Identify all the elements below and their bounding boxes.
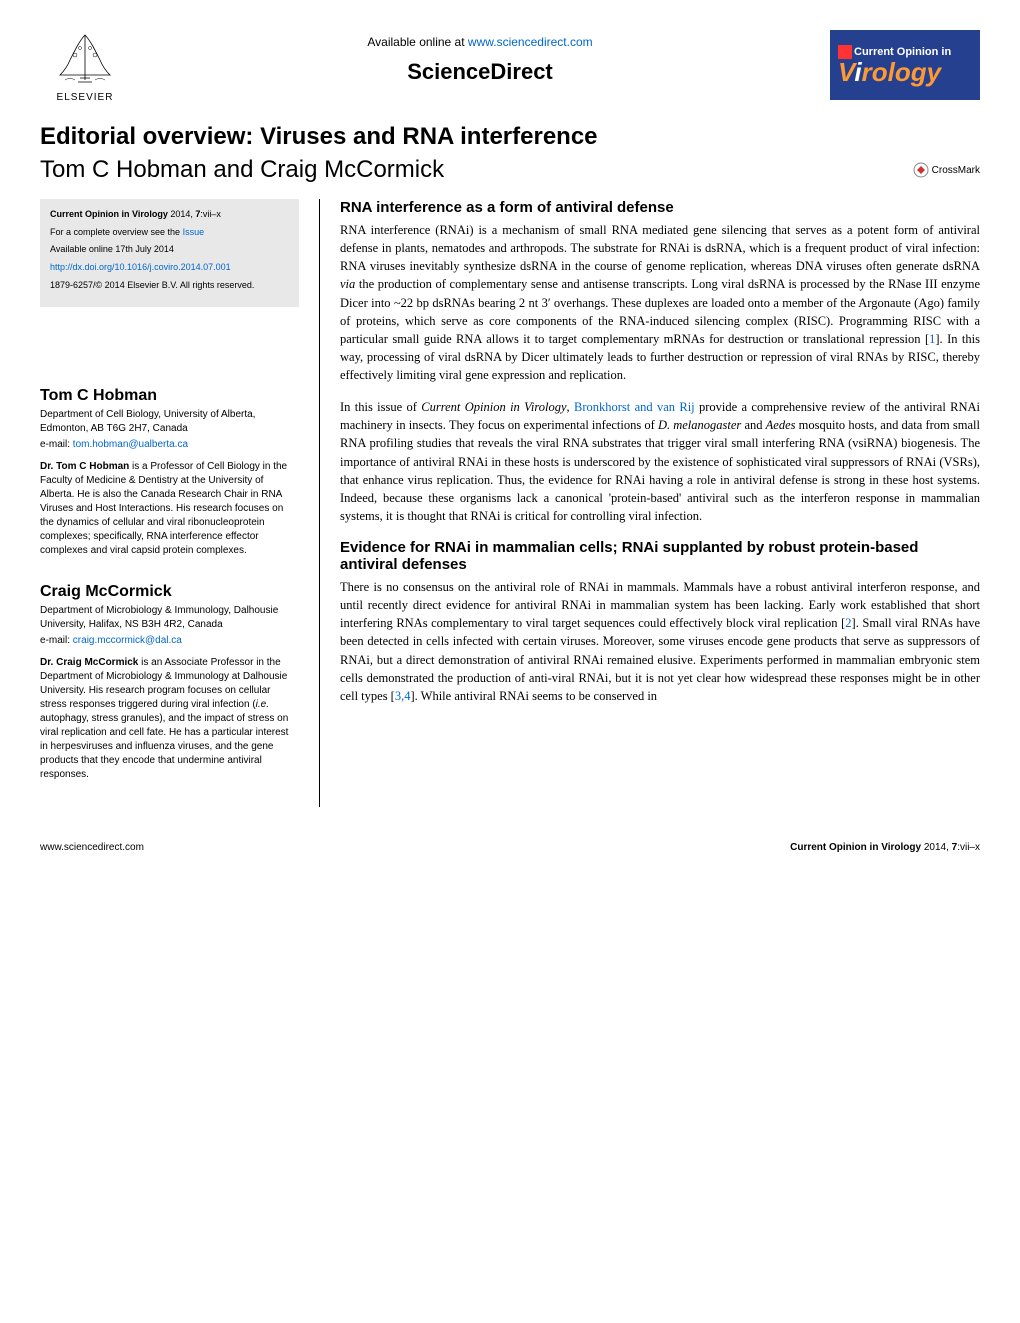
doi-link[interactable]: http://dx.doi.org/10.1016/j.coviro.2014.… bbox=[50, 262, 289, 274]
footer-pages: :vii–x bbox=[957, 842, 980, 853]
badge-v: V bbox=[838, 57, 854, 87]
section1-p1: RNA interference (RNAi) is a mechanism o… bbox=[340, 221, 980, 384]
ref-1[interactable]: 1 bbox=[929, 332, 935, 346]
author2-affil: Department of Microbiology & Immunology,… bbox=[40, 604, 299, 632]
author2-block: Craig McCormick Department of Microbiolo… bbox=[40, 583, 299, 782]
author1-block: Tom C Hobman Department of Cell Biology,… bbox=[40, 387, 299, 558]
meta-box: Current Opinion in Virology 2014, 7:vii–… bbox=[40, 199, 299, 307]
elsevier-tree-icon bbox=[50, 30, 120, 90]
issue-link[interactable]: Issue bbox=[183, 227, 205, 237]
journal-ref: Current Opinion in Virology bbox=[50, 209, 168, 219]
available-line: Available online 17th July 2014 bbox=[50, 244, 289, 256]
available-label: Available online at bbox=[367, 35, 468, 49]
crossmark-badge[interactable]: CrossMark bbox=[913, 162, 980, 178]
author2-bio: Dr. Craig McCormick is an Associate Prof… bbox=[40, 656, 299, 782]
crossmark-label: CrossMark bbox=[932, 165, 980, 176]
right-column: RNA interference as a form of antiviral … bbox=[320, 199, 980, 807]
s1p2a: In this issue of bbox=[340, 400, 421, 414]
author1-name: Tom C Hobman bbox=[40, 387, 299, 405]
badge-main-text: Virology bbox=[838, 59, 972, 85]
section1-p2: In this issue of Current Opinion in Viro… bbox=[340, 398, 980, 525]
body-columns: Current Opinion in Virology 2014, 7:vii–… bbox=[40, 199, 980, 807]
section1-heading: RNA interference as a form of antiviral … bbox=[340, 199, 980, 216]
s2p1c: ]. While antiviral RNAi seems to be cons… bbox=[410, 689, 657, 703]
s1p2e: mosquito hosts, and data from small RNA … bbox=[340, 418, 980, 523]
species1: D. melanogaster bbox=[658, 418, 741, 432]
copyright-line: 1879-6257/© 2014 Elsevier B.V. All right… bbox=[50, 280, 289, 292]
section2-p1: There is no consensus on the antiviral r… bbox=[340, 578, 980, 705]
journal-year: 2014, bbox=[168, 209, 196, 219]
section2-heading: Evidence for RNAi in mammalian cells; RN… bbox=[340, 539, 980, 573]
footer-right: Current Opinion in Virology 2014, 7:vii–… bbox=[790, 842, 980, 853]
overview-label: For a complete overview see the bbox=[50, 227, 183, 237]
badge-rest: rology bbox=[862, 57, 941, 87]
page-container: ELSEVIER Available online at www.science… bbox=[0, 0, 1020, 883]
overview-line: For a complete overview see the Issue bbox=[50, 227, 289, 239]
badge-i: i bbox=[854, 57, 861, 87]
page-footer: www.sciencedirect.com Current Opinion in… bbox=[40, 837, 980, 853]
sciencedirect-url[interactable]: www.sciencedirect.com bbox=[468, 35, 593, 49]
authors-line: Tom C Hobman and Craig McCormick CrossMa… bbox=[40, 156, 980, 184]
sciencedirect-logo: ScienceDirect bbox=[130, 59, 830, 85]
elsevier-logo: ELSEVIER bbox=[40, 30, 130, 103]
author1-email[interactable]: tom.hobman@ualberta.ca bbox=[73, 439, 188, 450]
author2-email-line: e-mail: craig.mccormick@dal.ca bbox=[40, 635, 299, 646]
author1-email-line: e-mail: tom.hobman@ualberta.ca bbox=[40, 439, 299, 450]
bronkhorst-link[interactable]: Bronkhorst and van Rij bbox=[574, 400, 695, 414]
journal-pages: :vii–x bbox=[200, 209, 221, 219]
crossmark-icon bbox=[913, 162, 929, 178]
header-center: Available online at www.sciencedirect.co… bbox=[130, 30, 830, 85]
footer-left: www.sciencedirect.com bbox=[40, 842, 144, 853]
species2: Aedes bbox=[766, 418, 796, 432]
left-column: Current Opinion in Virology 2014, 7:vii–… bbox=[40, 199, 320, 807]
s1p2b: , bbox=[567, 400, 574, 414]
elsevier-label: ELSEVIER bbox=[57, 92, 114, 103]
author2-name: Craig McCormick bbox=[40, 583, 299, 601]
journal-ref-line: Current Opinion in Virology 2014, 7:vii–… bbox=[50, 209, 289, 221]
article-title: Editorial overview: Viruses and RNA inte… bbox=[40, 123, 980, 151]
author2-email-label: e-mail: bbox=[40, 635, 73, 646]
footer-journal: Current Opinion in Virology bbox=[790, 842, 921, 853]
s1p2d: and bbox=[741, 418, 765, 432]
author2-email[interactable]: craig.mccormick@dal.ca bbox=[73, 635, 182, 646]
title-section: Editorial overview: Viruses and RNA inte… bbox=[40, 123, 980, 184]
author1-affil: Department of Cell Biology, University o… bbox=[40, 408, 299, 436]
authors: Tom C Hobman and Craig McCormick bbox=[40, 156, 444, 184]
author1-email-label: e-mail: bbox=[40, 439, 73, 450]
s1p2-journal: Current Opinion in Virology bbox=[421, 400, 566, 414]
journal-badge: Current Opinion in Virology bbox=[830, 30, 980, 100]
ref-3-4[interactable]: 3,4 bbox=[395, 689, 411, 703]
author1-bio: Dr. Tom C Hobman is a Professor of Cell … bbox=[40, 460, 299, 558]
footer-year: 2014, bbox=[921, 842, 952, 853]
available-online-text: Available online at www.sciencedirect.co… bbox=[130, 35, 830, 49]
page-header: ELSEVIER Available online at www.science… bbox=[40, 30, 980, 103]
